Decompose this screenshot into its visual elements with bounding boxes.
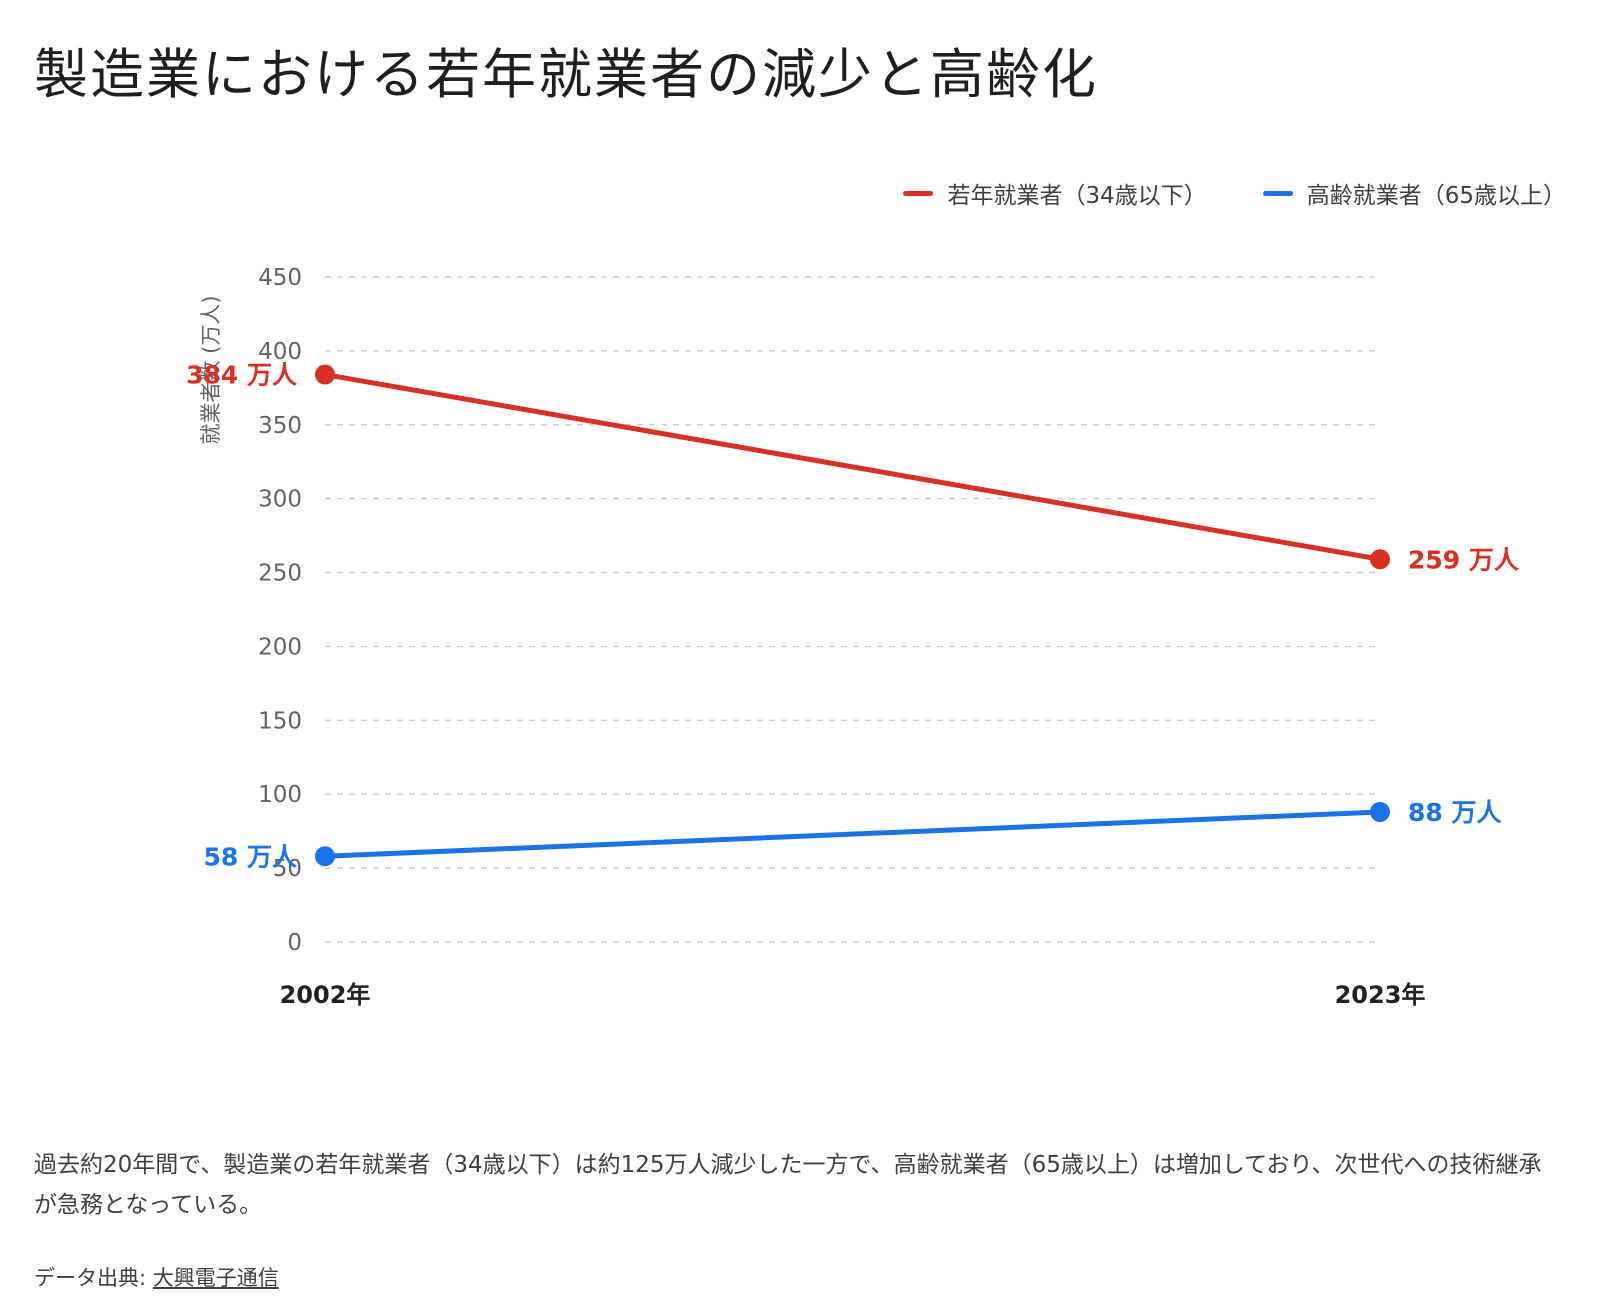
line-chart: 0 50 100 150 200 250 300 350 400 450 就業者数 (万人) 2002…	[186, 265, 1519, 1009]
data-point	[1370, 801, 1390, 822]
legend-label-young: 若年就業者（34歳以下）	[947, 183, 1207, 209]
y-tick-label: 350	[258, 413, 302, 439]
data-source: データ出典: 大興電子通信	[34, 1262, 279, 1292]
data-point	[315, 846, 335, 867]
y-tick-label: 150	[258, 708, 302, 734]
y-tick-label: 200	[258, 634, 302, 660]
legend-label-elderly: 高齢就業者（65歳以上）	[1306, 183, 1566, 209]
chart-description: 過去約20年間で、製造業の若年就業者（34歳以下）は約125万人減少した一方で、…	[34, 1152, 1542, 1218]
source-link[interactable]: 大興電子通信	[152, 1266, 279, 1290]
chart-legend: 若年就業者（34歳以下） 高齢就業者（65歳以上）	[903, 176, 1566, 210]
x-tick-label: 2002年	[280, 981, 371, 1009]
y-tick-label: 450	[258, 265, 302, 291]
legend-item-young: 若年就業者（34歳以下）	[903, 176, 1207, 210]
x-tick-label: 2023年	[1335, 981, 1426, 1009]
data-point	[1370, 549, 1390, 570]
y-tick-label: 300	[258, 487, 302, 513]
y-axis-label: 就業者数 (万人)	[199, 295, 223, 444]
data-label: 58 万人	[204, 842, 298, 871]
y-tick-label: 50	[273, 856, 302, 882]
series-line-young	[322, 372, 1383, 562]
source-prefix: データ出典:	[34, 1266, 153, 1290]
legend-swatch-young	[903, 190, 934, 196]
data-label: 88 万人	[1408, 798, 1502, 827]
legend-swatch-elderly	[1262, 190, 1293, 196]
y-tick-label: 400	[258, 339, 302, 365]
y-tick-label: 0	[287, 930, 302, 956]
data-point	[315, 364, 335, 385]
y-tick-label: 100	[258, 782, 302, 808]
y-tick-label: 250	[258, 561, 302, 587]
legend-item-elderly: 高齢就業者（65歳以上）	[1262, 176, 1566, 210]
data-label: 259 万人	[1408, 545, 1519, 574]
data-label: 384 万人	[186, 361, 297, 390]
chart-title: 製造業における若年就業者の減少と高齢化	[34, 43, 1098, 106]
series-line-elderly	[322, 809, 1383, 859]
